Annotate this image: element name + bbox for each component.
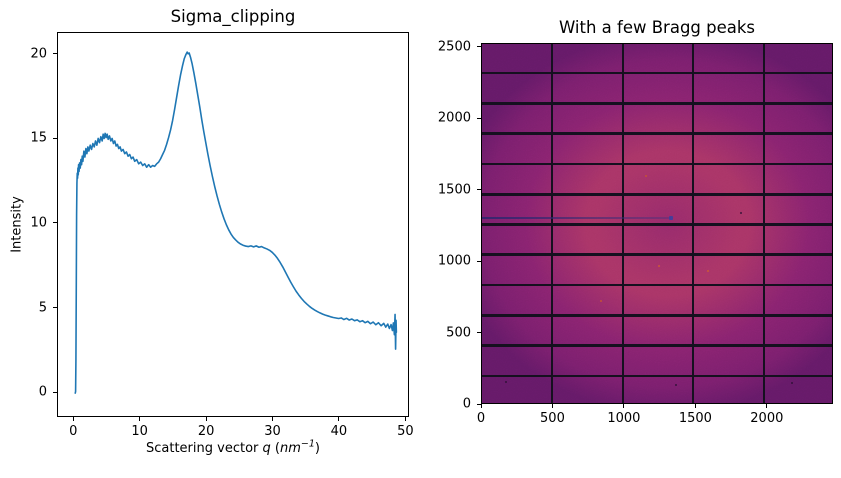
module-gap-horizontal: [482, 132, 832, 135]
xlabel-paren-close: ): [314, 441, 320, 456]
y-tick-label: 20: [30, 46, 47, 62]
right-plot-title: With a few Bragg peaks: [558, 18, 756, 37]
y-tick-mark: [53, 53, 57, 55]
module-gap-horizontal: [482, 102, 832, 105]
bragg-peak: [600, 300, 603, 302]
intensity-curve: [74, 51, 398, 394]
xlabel-q-symbol: q: [262, 441, 271, 456]
module-gap-horizontal: [482, 283, 832, 287]
dead-pixel: [790, 382, 793, 384]
y-tick-label: 0: [38, 384, 47, 400]
module-gap-horizontal: [482, 253, 832, 257]
x-tick-mark: [551, 404, 553, 408]
bragg-peak: [668, 216, 673, 220]
detector-image: [481, 43, 833, 404]
bragg-peak: [657, 265, 660, 267]
y-tick-label: 1500: [437, 182, 471, 198]
bragg-peak: [706, 270, 709, 272]
module-gap-horizontal: [482, 223, 832, 226]
y-tick-mark: [477, 260, 481, 262]
x-tick-label: 2000: [750, 411, 784, 426]
y-tick-label: 500: [446, 325, 471, 341]
module-gap-horizontal: [482, 314, 832, 317]
y-tick-mark: [477, 46, 481, 48]
y-tick-label: 1000: [437, 253, 471, 269]
left-x-axis-label: Scattering vector q (nm−1): [57, 438, 409, 456]
xlabel-paren-open: (: [270, 441, 280, 456]
x-tick-label: 30: [264, 424, 281, 439]
x-tick-label: 500: [540, 411, 565, 426]
x-tick-mark: [694, 404, 696, 408]
xlabel-unit: nm: [280, 441, 301, 456]
x-tick-mark: [766, 404, 768, 408]
dead-pixel: [739, 212, 742, 214]
y-tick-mark: [477, 189, 481, 191]
x-tick-mark: [404, 417, 406, 421]
x-tick-label: 40: [330, 424, 348, 439]
x-tick-label: 0: [476, 411, 486, 426]
y-tick-mark: [53, 391, 57, 393]
y-tick-label: 15: [30, 130, 47, 146]
left-plot-title: Sigma_clipping: [170, 7, 296, 26]
y-tick-label: 5: [38, 300, 47, 315]
intensity-curve-svg: [74, 51, 398, 394]
y-tick-label: 10: [30, 215, 47, 231]
x-tick-mark: [205, 417, 207, 421]
y-tick-mark: [477, 403, 481, 405]
dead-pixel: [674, 384, 677, 386]
x-tick-mark: [623, 404, 625, 408]
x-tick-mark: [338, 417, 340, 421]
module-gap-horizontal: [482, 162, 832, 166]
x-tick-mark: [72, 417, 74, 421]
x-tick-label: 1500: [678, 411, 712, 426]
left-plot-axes: [57, 32, 409, 417]
y-tick-mark: [53, 222, 57, 224]
x-tick-label: 10: [131, 424, 148, 439]
y-tick-mark: [53, 307, 57, 308]
x-tick-label: 1000: [607, 411, 641, 426]
y-tick-label: 0: [462, 396, 471, 412]
module-gap-horizontal: [482, 71, 832, 75]
y-tick-mark: [477, 332, 481, 334]
detector-streak-artifact: [482, 217, 671, 219]
y-tick-label: 2000: [437, 110, 471, 126]
y-tick-label: 2500: [437, 39, 471, 55]
x-tick-label: 50: [397, 424, 414, 439]
bragg-peak: [644, 175, 647, 177]
y-tick-mark: [53, 137, 57, 139]
x-tick-mark: [272, 417, 274, 421]
module-gap-horizontal: [482, 344, 832, 347]
xlabel-text-prefix: Scattering vector: [146, 441, 263, 456]
x-tick-label: 0: [69, 424, 78, 439]
xlabel-exponent: −1: [300, 438, 315, 450]
x-tick-mark: [480, 404, 482, 408]
x-tick-mark: [139, 417, 141, 421]
dead-pixel: [505, 381, 507, 383]
module-gap-horizontal: [482, 374, 832, 378]
module-gap-horizontal: [482, 192, 832, 196]
y-tick-mark: [477, 117, 481, 119]
x-tick-label: 20: [197, 424, 215, 439]
